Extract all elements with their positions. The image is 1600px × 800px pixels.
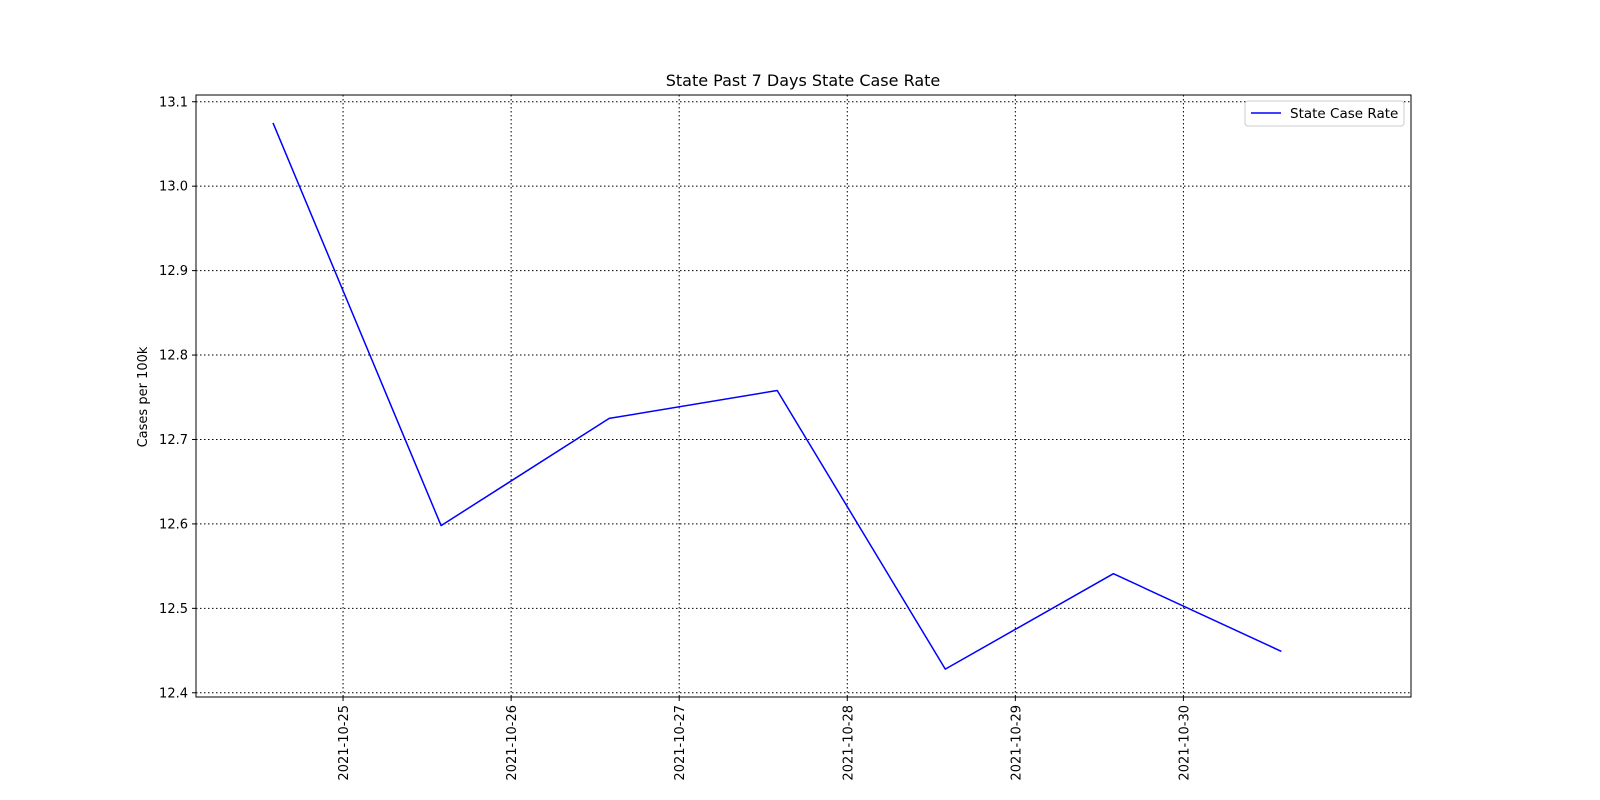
- x-tick-label: 2021-10-27: [673, 705, 688, 781]
- y-tick-label: 13.1: [159, 95, 188, 110]
- y-tick-label: 12.7: [159, 433, 188, 448]
- x-tick-label: 2021-10-29: [1009, 705, 1024, 781]
- x-tick-label: 2021-10-25: [337, 705, 352, 781]
- legend-box: [1244, 100, 1405, 127]
- plot-area-frame: [195, 94, 1412, 698]
- series: [272, 122, 1282, 670]
- y-tick-label: 12.5: [159, 602, 188, 617]
- chart-title: State Past 7 Days State Case Rate: [666, 71, 941, 90]
- y-tick-label: 12.8: [159, 349, 188, 364]
- y-tick-label: 13.0: [159, 180, 188, 195]
- series-line-state-case-rate: [272, 122, 1282, 670]
- grid: [196, 95, 1411, 697]
- y-axis-label: Cases per 100k: [136, 346, 151, 447]
- y-tick-label: 12.9: [159, 264, 188, 279]
- ticks: 2021-10-25 2021-10-26 2021-10-27 2021-10-28…: [159, 95, 1192, 780]
- x-tick-label: 2021-10-30: [1177, 705, 1192, 781]
- legend: State Case Rate: [1244, 100, 1405, 127]
- x-tick-label: 2021-10-28: [841, 705, 856, 781]
- y-tick-label: 12.6: [159, 517, 188, 532]
- y-tick-label: 12.4: [159, 686, 188, 701]
- legend-label-state-case-rate: State Case Rate: [1290, 106, 1398, 122]
- x-tick-label: 2021-10-26: [505, 705, 520, 781]
